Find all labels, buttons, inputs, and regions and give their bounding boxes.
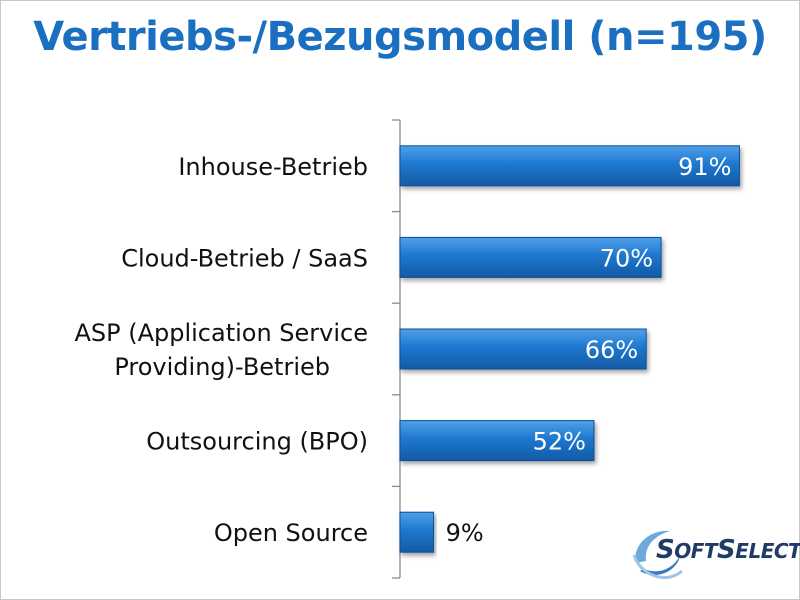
category-label: Outsourcing (BPO) <box>146 428 368 456</box>
data-label: 91% <box>678 153 731 181</box>
category-label-line: Cloud-Betrieb / SaaS <box>121 244 368 272</box>
bar <box>399 420 595 462</box>
chart-title: Vertriebs-/Bezugsmodell (n=195) <box>33 14 767 60</box>
category-label-line: Outsourcing (BPO) <box>146 428 368 456</box>
logo-wordmark: SOFTSELECT® <box>656 535 800 565</box>
category-label: Inhouse-Betrieb <box>178 153 368 181</box>
data-label: 66% <box>585 336 638 364</box>
bar <box>399 511 435 553</box>
category-label: Open Source <box>214 519 368 547</box>
bar <box>399 145 740 187</box>
category-label: ASP (Application Service Providing)-Betri… <box>74 319 368 381</box>
category-label-line: Inhouse-Betrieb <box>178 153 368 181</box>
bar <box>399 236 662 278</box>
category-label-line: Providing)-Betrieb <box>114 353 330 381</box>
data-label: 9% <box>446 519 484 547</box>
category-label: Cloud-Betrieb / SaaS <box>121 244 368 272</box>
bar <box>399 328 647 370</box>
data-label: 70% <box>600 244 653 272</box>
logo-swirl-icon <box>632 530 683 580</box>
category-label-line: ASP (Application Service <box>74 319 368 347</box>
softselect-logo: SOFTSELECT® <box>626 519 800 589</box>
category-label-line: Open Source <box>214 519 368 547</box>
data-label: 52% <box>533 428 586 456</box>
